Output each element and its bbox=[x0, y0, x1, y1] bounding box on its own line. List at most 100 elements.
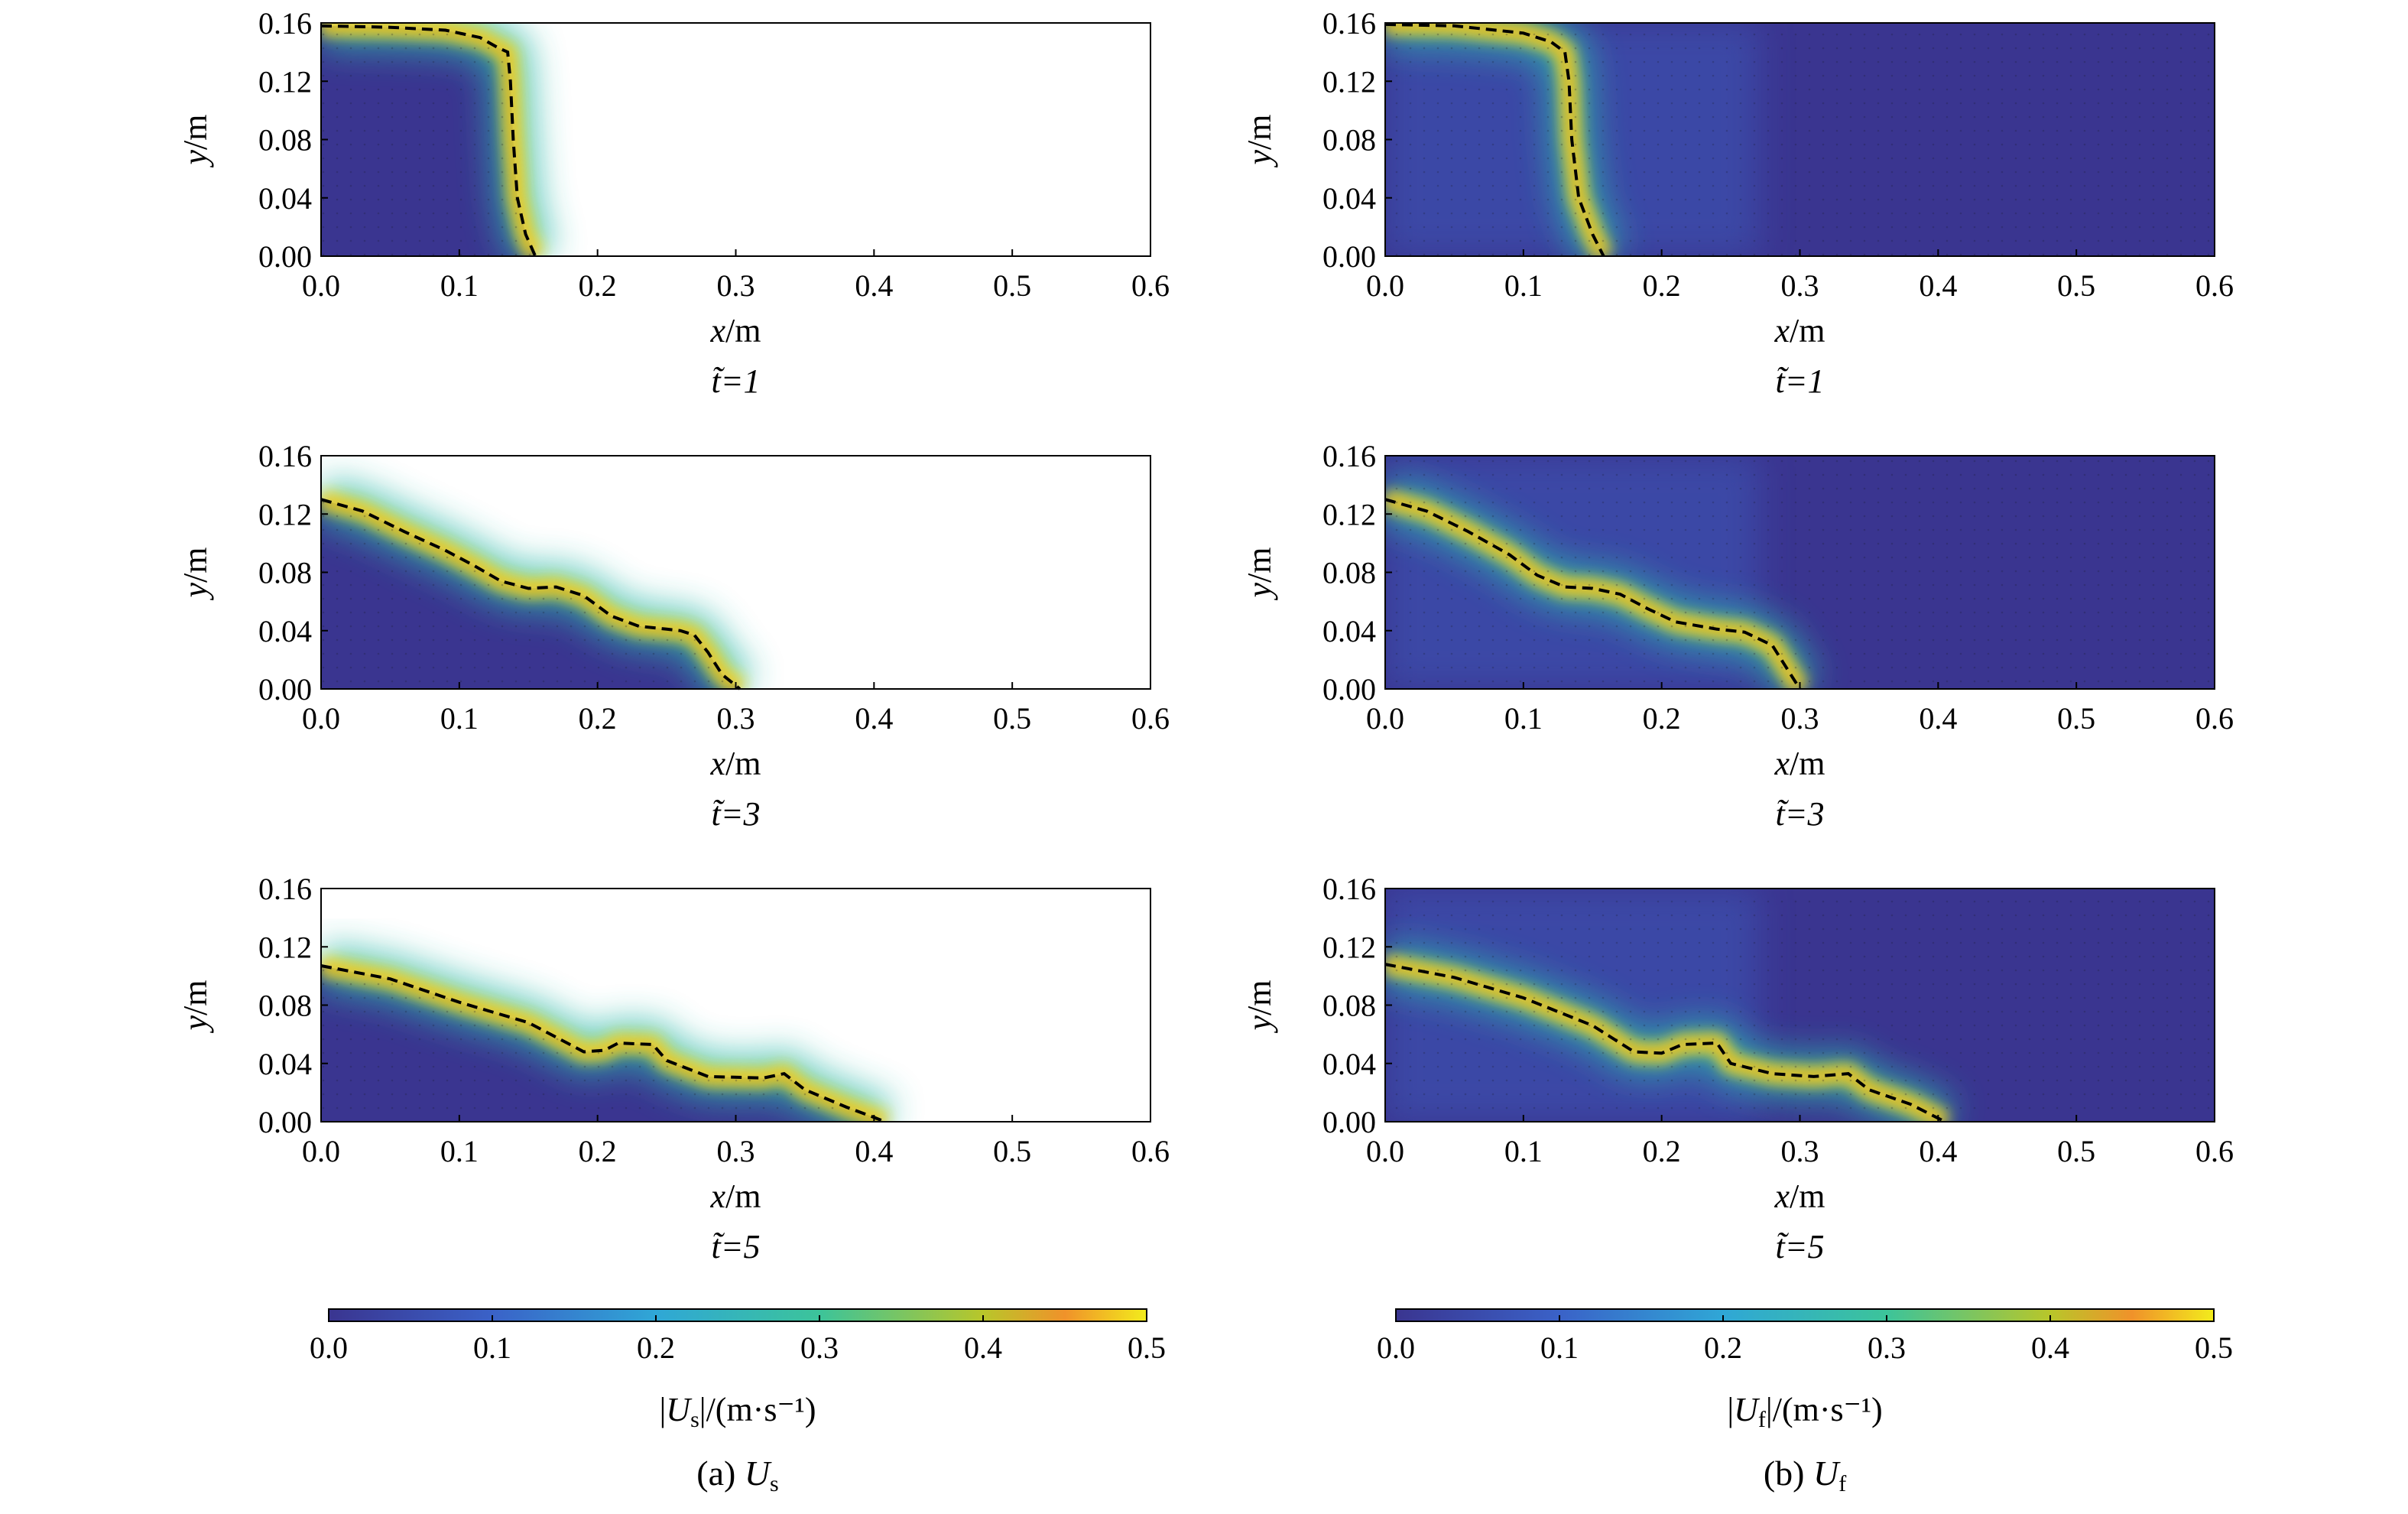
y-tick-label: 0.08 bbox=[1322, 989, 1376, 1023]
x-tick-label: 0.2 bbox=[579, 268, 617, 303]
y-tick-label: 0.08 bbox=[258, 556, 312, 590]
velocity-vectors bbox=[1385, 456, 2215, 689]
colorbar-tick-label: 0.2 bbox=[1704, 1330, 1742, 1365]
interface-line bbox=[320, 498, 742, 690]
x-tick-label: 0.3 bbox=[717, 1134, 755, 1168]
chart-panel-u-f-2: 0.0 0.1 0.2 0.3 0.4 0.5 0.6 0.00 0.04 0.08 0.12 0.1… bbox=[1241, 439, 2234, 833]
colorbar-tick-label: 0.4 bbox=[2031, 1330, 2069, 1365]
y-tick-label: 0.04 bbox=[258, 1047, 312, 1081]
x-axis-label: x/m bbox=[710, 745, 761, 782]
x-tick-label: 0.2 bbox=[1643, 1134, 1681, 1168]
field-layer bbox=[321, 943, 897, 1122]
y-tick-label: 0.04 bbox=[1322, 614, 1376, 648]
x-tick-label: 0.5 bbox=[993, 701, 1031, 736]
time-label: t̃=5 bbox=[712, 1228, 761, 1265]
time-label: t̃=1 bbox=[1776, 362, 1825, 400]
colorbar-tick-label: 0.3 bbox=[800, 1330, 839, 1365]
field-layer bbox=[1385, 456, 2215, 689]
y-tick-label: 0.16 bbox=[1322, 872, 1376, 906]
colorbar-tick-label: 0.0 bbox=[310, 1330, 348, 1365]
time-label: t̃=1 bbox=[712, 362, 761, 400]
field-layer bbox=[321, 477, 755, 689]
colorbar-u-s: 0.0 0.1 0.2 0.3 0.4 0.5 |Us|/(m·s⁻¹) bbox=[310, 1308, 1166, 1432]
x-axis-label: x/m bbox=[1774, 312, 1825, 349]
velocity-vectors bbox=[1385, 23, 2215, 256]
x-tick-label: 0.1 bbox=[440, 1134, 479, 1168]
x-tick-label: 0.3 bbox=[717, 268, 755, 303]
colorbar-tick-label: 0.0 bbox=[1377, 1330, 1415, 1365]
y-tick-label: 0.16 bbox=[258, 439, 312, 473]
x-tick-label: 0.4 bbox=[855, 701, 893, 736]
x-tick-label: 0.0 bbox=[302, 1134, 340, 1168]
x-tick-label: 0.0 bbox=[1366, 701, 1404, 736]
y-tick-label: 0.12 bbox=[1322, 497, 1376, 531]
x-tick-label: 0.3 bbox=[1781, 1134, 1819, 1168]
x-tick-label: 0.4 bbox=[855, 268, 893, 303]
chart-panel-u-f-1: 0.0 0.1 0.2 0.3 0.4 0.5 0.6 0.00 0.04 0.08 0.12 0.1… bbox=[1241, 6, 2234, 400]
chart-panel-u-s-2: 0.0 0.1 0.2 0.3 0.4 0.5 0.6 0.00 0.04 0.08 0.12 0.1… bbox=[177, 439, 1170, 833]
x-axis-label: x/m bbox=[1774, 745, 1825, 782]
colorbar-tick-label: 0.5 bbox=[1128, 1330, 1166, 1365]
x-tick-label: 0.4 bbox=[1919, 701, 1957, 736]
y-tick-label: 0.16 bbox=[1322, 439, 1376, 473]
colorbar-tick-label: 0.4 bbox=[964, 1330, 1002, 1365]
interface-line bbox=[320, 24, 537, 257]
x-tick-label: 0.5 bbox=[2057, 268, 2095, 303]
x-tick-label: 0.5 bbox=[2057, 701, 2095, 736]
x-tick-label: 0.6 bbox=[2195, 268, 2234, 303]
x-tick-label: 0.1 bbox=[440, 701, 479, 736]
interface-line bbox=[320, 964, 886, 1123]
time-label: t̃=5 bbox=[1776, 1228, 1825, 1265]
y-tick-label: 0.00 bbox=[258, 1105, 312, 1139]
x-tick-label: 0.3 bbox=[717, 701, 755, 736]
field-layer bbox=[1385, 889, 2215, 1122]
x-tick-label: 0.2 bbox=[1643, 268, 1681, 303]
x-tick-label: 0.2 bbox=[1643, 701, 1681, 736]
y-tick-label: 0.08 bbox=[1322, 556, 1376, 590]
y-tick-label: 0.04 bbox=[1322, 181, 1376, 216]
y-axis-label: y/m bbox=[177, 115, 214, 168]
y-tick-label: 0.04 bbox=[258, 614, 312, 648]
y-tick-label: 0.12 bbox=[258, 497, 312, 531]
interface-line bbox=[1384, 963, 1946, 1123]
x-tick-label: 0.3 bbox=[1781, 268, 1819, 303]
y-tick-label: 0.00 bbox=[1322, 239, 1376, 274]
colorbar-u-f: 0.0 0.1 0.2 0.3 0.4 0.5 |Uf|/(m·s⁻¹) bbox=[1377, 1308, 2233, 1432]
y-tick-label: 0.04 bbox=[1322, 1047, 1376, 1081]
x-tick-label: 0.2 bbox=[579, 1134, 617, 1168]
interface-line bbox=[1384, 498, 1802, 690]
x-tick-label: 0.1 bbox=[440, 268, 479, 303]
x-tick-label: 0.1 bbox=[1504, 1134, 1543, 1168]
x-tick-label: 0.5 bbox=[993, 268, 1031, 303]
time-label: t̃=3 bbox=[712, 795, 761, 833]
y-tick-label: 0.16 bbox=[1322, 6, 1376, 41]
x-tick-label: 0.4 bbox=[1919, 268, 1957, 303]
x-axis-label: x/m bbox=[710, 1178, 761, 1215]
y-tick-label: 0.08 bbox=[1322, 123, 1376, 158]
y-tick-label: 0.00 bbox=[258, 239, 312, 274]
velocity-vectors bbox=[1385, 889, 2215, 1122]
y-tick-label: 0.00 bbox=[1322, 672, 1376, 707]
colorbar-label: |Uf|/(m·s⁻¹) bbox=[1727, 1391, 1882, 1432]
x-tick-label: 0.6 bbox=[1131, 268, 1170, 303]
colorbar-tick-label: 0.1 bbox=[473, 1330, 511, 1365]
y-tick-label: 0.12 bbox=[258, 64, 312, 99]
x-tick-label: 0.6 bbox=[1131, 701, 1170, 736]
x-tick-label: 0.0 bbox=[302, 701, 340, 736]
y-tick-label: 0.16 bbox=[258, 872, 312, 906]
interface-line bbox=[1384, 22, 1605, 257]
y-tick-label: 0.12 bbox=[258, 930, 312, 964]
colorbar-bar bbox=[1395, 1308, 2215, 1322]
colorbar-tick-label: 0.5 bbox=[2195, 1330, 2233, 1365]
x-tick-label: 0.0 bbox=[1366, 1134, 1404, 1168]
y-tick-label: 0.12 bbox=[1322, 64, 1376, 99]
chart-panel-u-s-3: 0.0 0.1 0.2 0.3 0.4 0.5 0.6 0.00 0.04 0.08 0.12 0.1… bbox=[177, 872, 1170, 1265]
y-axis-label: y/m bbox=[1241, 547, 1278, 601]
x-tick-label: 0.6 bbox=[1131, 1134, 1170, 1168]
x-tick-label: 0.0 bbox=[1366, 268, 1404, 303]
y-axis-label: y/m bbox=[177, 547, 214, 601]
x-tick-label: 0.5 bbox=[2057, 1134, 2095, 1168]
y-tick-label: 0.08 bbox=[258, 123, 312, 158]
velocity-vectors bbox=[321, 25, 536, 256]
